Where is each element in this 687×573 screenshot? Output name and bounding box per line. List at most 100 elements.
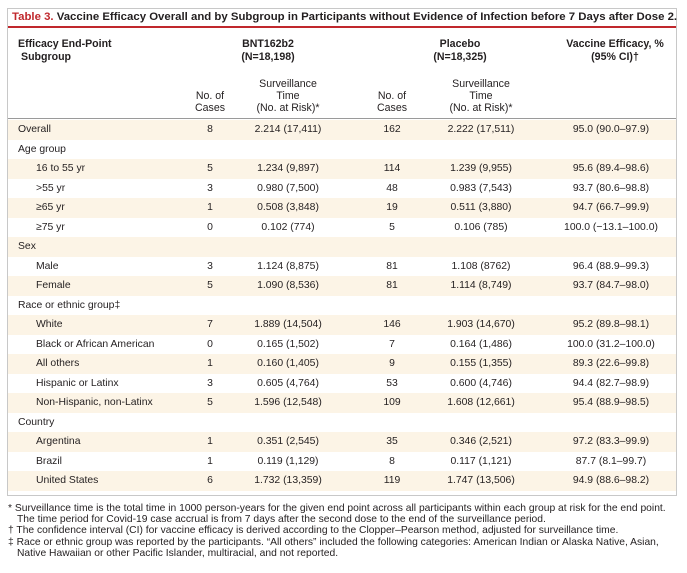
efficacy-cell: 94.9 (88.6–98.2) <box>572 475 650 486</box>
row-label: ≥75 yr <box>36 221 65 233</box>
row-label: United States <box>36 475 99 486</box>
header-pla-surv-2: Time <box>469 90 493 102</box>
row-label: Overall <box>18 124 51 135</box>
table-row: 16 to 55 yr 5 1.234 (9,897) 114 1.239 (9,955… <box>8 159 676 179</box>
row-label: White <box>36 319 63 330</box>
row-label: ≥65 yr <box>36 202 65 213</box>
header-subgroup-label: Subgroup <box>21 51 72 63</box>
group-row: Race or ethnic group‡ <box>8 296 676 316</box>
placebo-surveillance-cell: 0.511 (3,880) <box>450 202 512 213</box>
table-title: Table 3. Vaccine Efficacy Overall and by… <box>8 9 677 28</box>
row-label: Age group <box>18 143 66 155</box>
placebo-cases-cell: 35 <box>386 436 398 447</box>
vaccine-cases-cell: 3 <box>207 182 213 194</box>
header-pla-cases-1: No. of <box>377 90 407 102</box>
placebo-surveillance-cell: 0.164 (1,486) <box>450 338 512 350</box>
table-row: White 7 1.889 (14,504) 146 1.903 (14,670) 95.… <box>8 315 676 335</box>
vaccine-cases-cell: 5 <box>207 397 213 408</box>
vaccine-cases-cell: 1 <box>207 436 213 447</box>
table-row: Black or African American 0 0.165 (1,502) 7… <box>8 335 676 355</box>
row-label: Male <box>36 260 59 272</box>
header-pla-cases-2: Cases <box>376 102 408 114</box>
vaccine-surveillance-cell: 0.160 (1,405) <box>257 358 319 369</box>
placebo-cases-cell: 81 <box>386 280 398 291</box>
table-row: Hispanic or Latinx 3 0.605 (4,764) 53 0.600 … <box>8 374 676 394</box>
vaccine-surveillance-cell: 0.165 (1,502) <box>257 338 319 350</box>
header-vaccine-name: BNT162b2 <box>242 38 294 50</box>
row-label: Female <box>36 280 71 291</box>
row-label: Black or African American <box>36 338 155 350</box>
vaccine-cases-cell: 6 <box>207 475 213 486</box>
vaccine-surveillance-cell: 0.605 (4,764) <box>257 377 319 389</box>
placebo-cases-cell: 19 <box>386 202 398 213</box>
row-label: >55 yr <box>36 182 66 194</box>
placebo-cases-cell: 109 <box>383 397 401 408</box>
table-label: Table 3. <box>12 11 54 23</box>
efficacy-cell: 93.7 (80.6–98.8) <box>572 182 650 194</box>
placebo-surveillance-cell: 0.600 (4,746) <box>450 377 512 389</box>
footnote: † The confidence interval (CI) for vacci… <box>8 525 619 537</box>
vaccine-cases-cell: 1 <box>207 455 213 467</box>
efficacy-cell: 94.4 (82.7–98.9) <box>572 377 650 389</box>
group-row: Age group <box>8 140 676 160</box>
vaccine-cases-cell: 0 <box>207 338 213 350</box>
table-row: ≥65 yr 1 0.508 (3,848) 19 0.511 (3,880) 94.7 … <box>8 198 676 218</box>
header-vac-cases-1: No. of <box>195 90 225 102</box>
placebo-surveillance-cell: 0.983 (7,543) <box>450 182 512 194</box>
table-row: >55 yr 3 0.980 (7,500) 48 0.983 (7,543) 93.7 … <box>8 179 676 199</box>
footnote: * Surveillance time is the total time in… <box>8 503 666 526</box>
header-endpoint-label: Efficacy End-Point <box>18 38 112 50</box>
group-row: Sex <box>8 237 676 257</box>
row-label: Country <box>18 416 55 428</box>
header-vac-surv-3: (No. at Risk)* <box>256 102 320 114</box>
vaccine-surveillance-cell: 0.980 (7,500) <box>257 182 319 194</box>
placebo-cases-cell: 119 <box>383 475 401 486</box>
placebo-surveillance-cell: 0.117 (1,121) <box>450 455 512 467</box>
efficacy-cell: 100.0 (31.2–100.0) <box>567 338 655 350</box>
header-vac-surv-1: Surveillance <box>259 78 317 90</box>
vaccine-cases-cell: 1 <box>207 358 213 369</box>
placebo-surveillance-cell: 1.114 (8,749) <box>450 280 512 291</box>
row-label: Race or ethnic group‡ <box>18 299 121 311</box>
vaccine-surveillance-cell: 1.234 (9,897) <box>257 163 319 174</box>
efficacy-cell: 93.7 (84.7–98.0) <box>572 280 650 291</box>
header-pla-surv-1: Surveillance <box>452 78 510 90</box>
vaccine-cases-cell: 1 <box>207 202 213 213</box>
table-row: ≥75 yr 0 0.102 (774) 5 0.106 (785) 100.0 (−13… <box>8 218 676 238</box>
vaccine-surveillance-cell: 1.596 (12,548) <box>254 397 322 408</box>
vaccine-cases-cell: 3 <box>207 377 213 389</box>
placebo-surveillance-cell: 1.608 (12,661) <box>447 397 515 408</box>
table-row: Non-Hispanic, non-Latinx 5 1.596 (12,548) 1… <box>8 393 676 413</box>
row-label: Argentina <box>36 436 81 447</box>
header-vaccine-n: (N=18,198) <box>241 51 295 63</box>
table-row: Argentina 1 0.351 (2,545) 35 0.346 (2,521) 97… <box>8 432 676 452</box>
header-efficacy-ci: (95% CI)† <box>591 51 639 63</box>
row-label: Sex <box>18 241 36 252</box>
footnotes: * Surveillance time is the total time in… <box>8 503 680 559</box>
row-label: All others <box>36 358 80 369</box>
efficacy-cell: 95.2 (89.8–98.1) <box>572 319 650 330</box>
row-label: Hispanic or Latinx <box>36 377 119 389</box>
efficacy-cell: 95.6 (89.4–98.6) <box>572 163 650 174</box>
table-frame <box>7 8 677 496</box>
header-rule <box>8 118 676 119</box>
vaccine-surveillance-cell: 0.119 (1,129) <box>257 455 319 467</box>
row-label: Non-Hispanic, non-Latinx <box>36 397 153 408</box>
header-vac-surv-2: Time <box>276 90 300 102</box>
placebo-cases-cell: 8 <box>389 455 395 467</box>
efficacy-cell: 94.7 (66.7–99.9) <box>572 202 650 213</box>
placebo-surveillance-cell: 1.108 (8762) <box>451 260 511 272</box>
efficacy-cell: 100.0 (−13.1–100.0) <box>564 221 658 233</box>
placebo-cases-cell: 81 <box>386 260 398 272</box>
placebo-cases-cell: 114 <box>383 163 401 174</box>
vaccine-surveillance-cell: 0.351 (2,545) <box>257 436 319 447</box>
placebo-surveillance-cell: 1.747 (13,506) <box>447 475 515 486</box>
group-row: Country <box>8 413 676 433</box>
efficacy-cell: 97.2 (83.3–99.9) <box>572 436 650 447</box>
placebo-surveillance-cell: 0.155 (1,355) <box>450 358 512 369</box>
placebo-cases-cell: 146 <box>383 319 401 330</box>
placebo-cases-cell: 9 <box>389 358 395 369</box>
placebo-surveillance-cell: 2.222 (17,511) <box>447 124 515 135</box>
header-efficacy-label: Vaccine Efficacy, % <box>566 38 664 50</box>
table-row: United States 6 1.732 (13,359) 119 1.747 (13… <box>8 471 676 491</box>
